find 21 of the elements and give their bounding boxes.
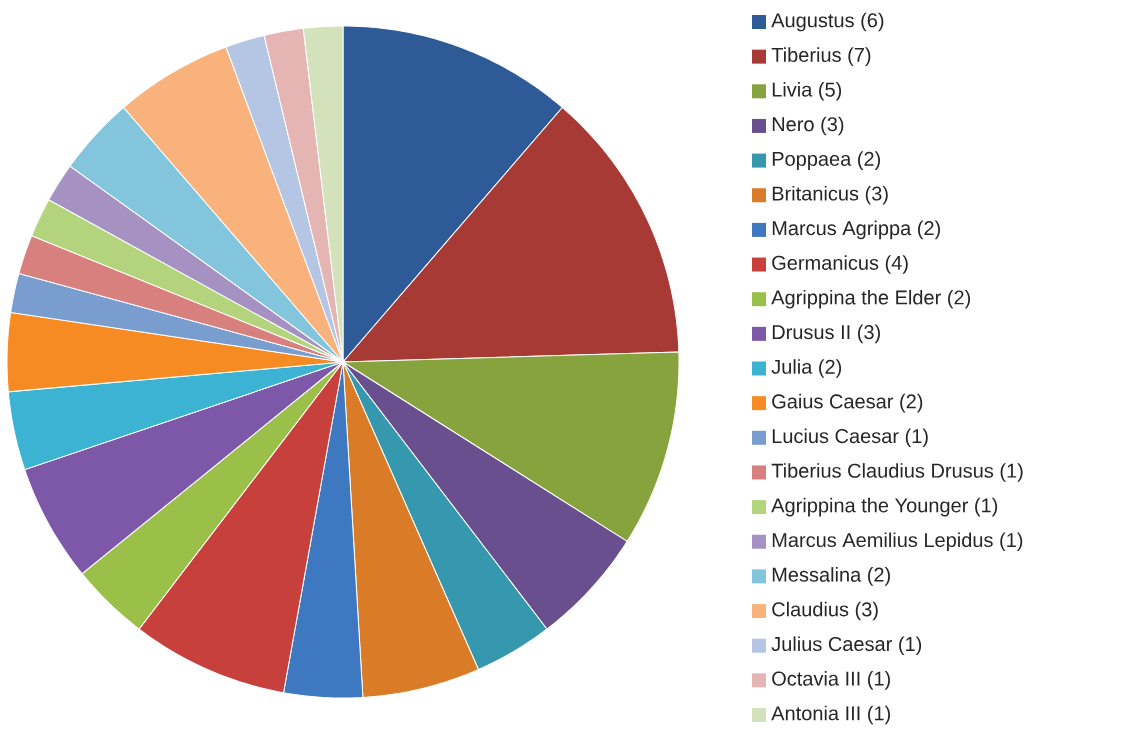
legend-label: Poppaea (2) [772,151,881,170]
legend-label: Julia (2) [771,359,842,378]
legend-label: Nero (3) [772,116,844,136]
legend-label: Agrippina the Elder (2) [771,289,971,309]
legend-label: Marcus Aemilius Lepidus (1) [772,532,1023,552]
legend-label: Claudius (3) [772,601,878,621]
legend-label: Tiberius Claudius Drusus (1) [771,463,1023,482]
legend-label: Britanicus (3) [772,185,888,205]
legend-label: Marcus Agrippa (2) [772,220,940,240]
legend-label: Tiberius (7) [771,47,871,66]
legend-label: Agrippina the Younger (1) [771,497,998,517]
legend-label: Lucius Caesar (1) [772,428,928,448]
legend-label: Drusus II (3) [772,324,880,344]
legend-label: Octavia III (1) [772,671,890,690]
legend-label: Livia (5) [772,81,842,101]
legend-label: Messalina (2) [772,567,890,586]
legend-label: Germanicus (4) [772,255,908,274]
legend-label: Augustus (6) [771,12,884,32]
legend-label: Gaius Caesar (2) [772,393,923,413]
legend-label: Julius Caesar (1) [771,636,922,656]
legend-label: Antonia III (1) [771,705,891,725]
